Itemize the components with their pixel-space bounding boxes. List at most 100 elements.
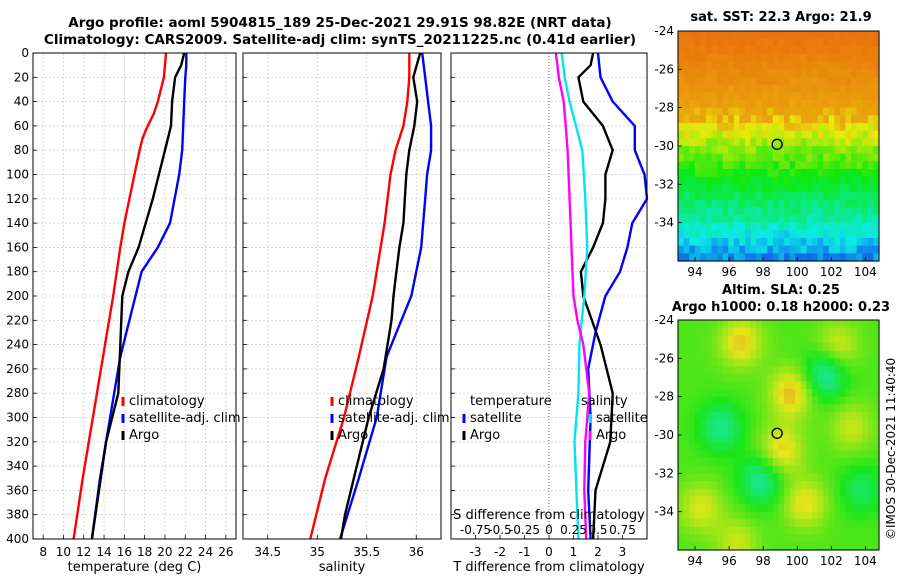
map-cell <box>739 245 746 254</box>
map-cell <box>806 358 813 367</box>
map-cell <box>839 381 847 390</box>
map-cell <box>862 169 869 178</box>
map-cell <box>784 69 791 78</box>
map-cell <box>756 92 763 101</box>
map-cell <box>733 138 741 147</box>
map-cell <box>756 488 763 497</box>
map-cell <box>733 92 741 101</box>
map-cell <box>856 184 863 193</box>
map-cell <box>678 404 685 413</box>
map-cell <box>717 404 724 413</box>
x-tick-label: 34.5 <box>254 545 281 559</box>
map-cell <box>700 396 707 405</box>
map-cell <box>739 473 746 482</box>
map-cell <box>717 207 724 216</box>
map-cell <box>772 373 780 382</box>
map-cell <box>817 350 824 359</box>
map-cell <box>800 199 808 208</box>
map-cell <box>795 61 802 70</box>
map-cell <box>711 138 718 147</box>
map-cell <box>767 107 774 116</box>
map-cell <box>817 481 824 490</box>
map-cell <box>834 54 841 63</box>
map-cell <box>800 481 808 490</box>
map-cell <box>795 366 802 375</box>
map-cell <box>700 146 707 155</box>
map-cell <box>711 389 718 398</box>
map-cell <box>839 61 847 70</box>
map-cell <box>694 230 701 239</box>
map-cell <box>862 412 869 421</box>
map-cell <box>812 419 819 428</box>
map-cell <box>806 481 813 490</box>
map-cell <box>694 54 701 63</box>
map-cell <box>845 534 852 543</box>
map-cell <box>772 419 780 428</box>
map-cell <box>784 184 791 193</box>
map-cell <box>789 534 796 543</box>
map-cell <box>717 504 724 513</box>
map-cell <box>722 69 729 78</box>
map-cell <box>834 184 841 193</box>
map-cell <box>812 92 819 101</box>
map-cell <box>756 253 763 262</box>
map-cell <box>823 176 830 185</box>
map-cell <box>817 442 824 451</box>
map-cell <box>717 230 724 239</box>
map-cell <box>862 327 869 336</box>
map-cell <box>856 245 863 254</box>
map-cell <box>806 404 813 413</box>
map-cell <box>722 419 729 428</box>
map-cell <box>678 335 685 344</box>
map-cell <box>839 327 847 336</box>
map-cell <box>817 404 824 413</box>
map-cell <box>817 381 824 390</box>
map-cell <box>767 77 774 86</box>
map-cell <box>694 412 701 421</box>
map-cell <box>834 192 841 201</box>
map-cell <box>694 61 701 70</box>
map-cell <box>823 504 830 513</box>
map-cell <box>851 77 858 86</box>
map-cell <box>756 496 763 505</box>
map-cell <box>700 527 707 536</box>
map-cell <box>694 488 701 497</box>
map-cell <box>745 184 752 193</box>
map-cell <box>817 184 824 193</box>
map-cell <box>689 427 696 436</box>
map-cell <box>867 92 875 101</box>
map-cell <box>678 123 685 132</box>
map-cell <box>839 343 847 352</box>
map-cell <box>761 215 768 224</box>
map-cell <box>711 320 718 329</box>
map-cell <box>739 69 746 78</box>
map-cell <box>812 412 819 421</box>
map-cell <box>834 404 841 413</box>
map-cell <box>705 504 713 513</box>
map-cell <box>845 169 852 178</box>
map-cell <box>834 450 841 459</box>
map-cell <box>795 77 802 86</box>
map-cell <box>806 245 813 254</box>
map-cell <box>828 465 835 474</box>
map-cell <box>778 46 785 55</box>
depth-tick-label: 180 <box>6 265 29 279</box>
map-cell <box>761 435 768 444</box>
map-cell <box>856 419 863 428</box>
map-cell <box>678 396 685 405</box>
map-cell <box>756 130 763 139</box>
map-cell <box>705 327 713 336</box>
map-cell <box>767 222 774 231</box>
map-cell <box>722 350 729 359</box>
map-cell <box>873 427 880 436</box>
legend-title-salinity: salinity <box>581 394 628 409</box>
map-cell <box>689 327 696 336</box>
map-cell <box>756 230 763 239</box>
map-cell <box>823 123 830 132</box>
map-cell <box>795 207 802 216</box>
map-cell <box>722 442 729 451</box>
map-cell <box>823 199 830 208</box>
map-cell <box>867 481 875 490</box>
map-cell <box>689 404 696 413</box>
map-cell <box>683 130 690 139</box>
